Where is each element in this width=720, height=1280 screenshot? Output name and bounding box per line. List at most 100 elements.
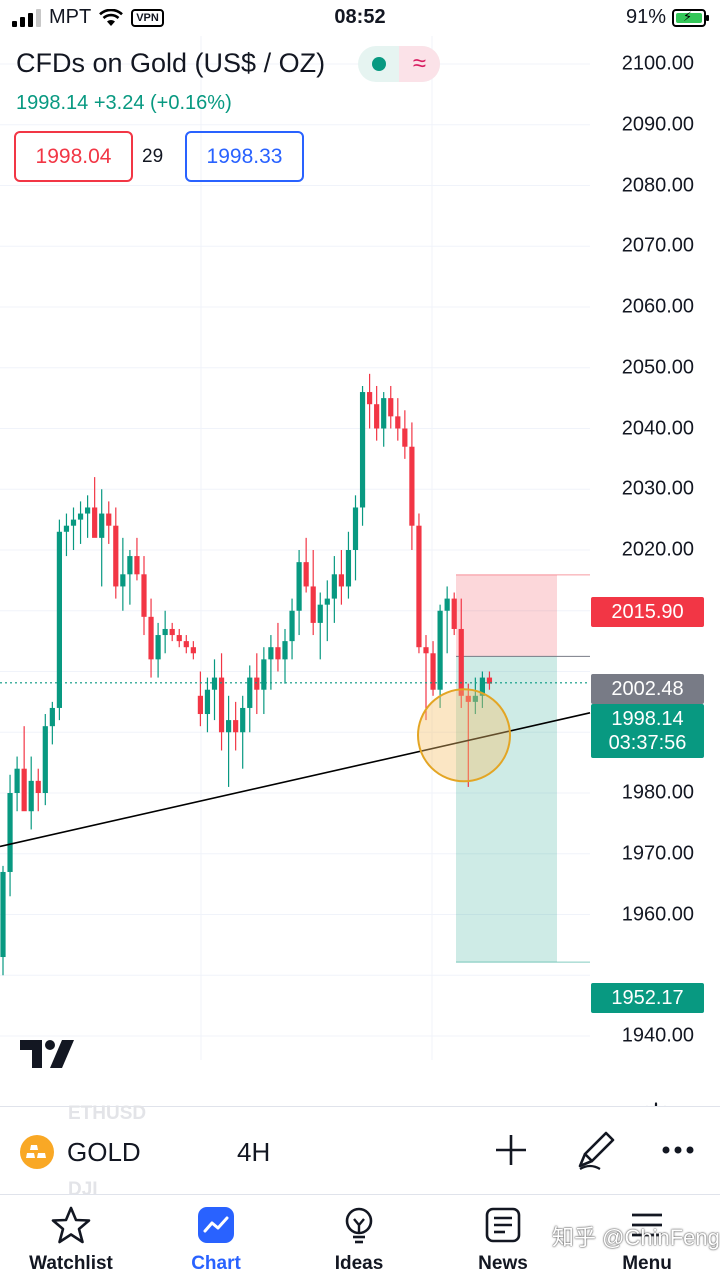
lightbulb-icon <box>345 1207 373 1244</box>
candle-body <box>106 513 112 526</box>
entry-price-tag: 2002.48 <box>591 674 704 704</box>
candle-body <box>70 519 77 526</box>
symbol-title[interactable]: CFDs on Gold (US$ / OZ) <box>16 48 326 78</box>
candle-body <box>247 677 253 708</box>
y-tick-label: 1960.00 <box>621 903 694 925</box>
trend-line <box>0 712 591 848</box>
y-tick-label: 2100.00 <box>621 52 694 75</box>
candle-body <box>261 659 267 690</box>
candle <box>120 537 126 611</box>
candle <box>162 610 168 654</box>
symbol-selector[interactable]: GOLD <box>67 1137 141 1167</box>
clock: 08:52 <box>334 6 386 28</box>
symbol-badges[interactable]: ≈ <box>358 46 440 82</box>
candle <box>324 580 330 642</box>
candle <box>0 865 6 976</box>
candle <box>7 774 13 897</box>
candle-body <box>296 562 302 611</box>
candle-body <box>99 513 105 538</box>
candle <box>226 695 232 787</box>
candle-body <box>345 550 352 587</box>
candle <box>218 653 225 751</box>
candle <box>381 392 387 447</box>
candle-body <box>395 416 401 429</box>
last-price-value: 1998.14 <box>611 708 684 730</box>
gold-bars-icon <box>20 1135 54 1169</box>
buy-button[interactable]: 1998.33 <box>185 131 304 182</box>
candle-body <box>218 677 225 733</box>
highlight-circle <box>417 688 511 783</box>
candle-body <box>169 628 175 636</box>
candle-body <box>388 398 394 417</box>
ghost-symbol-above: ETHUSD <box>68 1103 147 1124</box>
candle <box>268 635 274 690</box>
nav-ideas[interactable]: Ideas <box>289 1205 429 1275</box>
add-plus-icon[interactable] <box>490 1129 532 1171</box>
candle <box>70 507 77 550</box>
take-profit-zone <box>456 656 557 963</box>
candle <box>35 768 41 812</box>
candle-body <box>324 598 330 605</box>
candle-body <box>359 392 366 508</box>
candle <box>92 477 98 538</box>
candle-body <box>85 507 91 514</box>
candle-body <box>416 525 422 648</box>
nav-menu[interactable]: Menu <box>577 1205 717 1275</box>
candle <box>423 635 429 721</box>
candle-body <box>331 574 337 599</box>
nav-news[interactable]: News <box>433 1205 573 1275</box>
vpn-badge: VPN <box>131 8 164 27</box>
status-bar: MPT VPN 08:52 91% ⚡ <box>0 0 720 36</box>
candle <box>134 537 140 581</box>
candle <box>416 513 422 654</box>
candle <box>176 628 182 648</box>
y-tick-label: 2080.00 <box>621 174 694 196</box>
candle-body <box>42 726 48 793</box>
candle-body <box>465 695 471 702</box>
candle <box>359 385 366 526</box>
candle <box>479 671 485 708</box>
candle-body <box>437 610 443 690</box>
candle-body <box>458 628 464 696</box>
candle <box>296 550 302 636</box>
y-tick-label: 1970.00 <box>621 842 694 865</box>
candle-body <box>409 446 415 526</box>
candle-body <box>444 598 450 611</box>
bottom-navigation: Watchlist Chart Ideas <box>0 1194 720 1280</box>
more-options-icon[interactable] <box>660 1129 700 1171</box>
candle-body <box>381 398 387 429</box>
y-tick-label: 2070.00 <box>621 234 694 257</box>
candle <box>254 653 260 715</box>
candle-body <box>28 780 34 812</box>
sell-button[interactable]: 1998.04 <box>14 131 133 182</box>
candle-body <box>367 392 373 405</box>
price-chart[interactable]: 2100.00 2090.00 2080.00 2070.00 2060.00 2050.… <box>0 36 720 1130</box>
candle <box>233 701 239 751</box>
drawing-brush-icon[interactable] <box>576 1129 618 1171</box>
y-tick-label: 2030.00 <box>621 477 694 500</box>
candle <box>486 671 493 690</box>
candle <box>338 550 344 605</box>
candle-body <box>92 507 98 538</box>
candle <box>289 598 295 660</box>
candle <box>155 622 161 678</box>
nav-watchlist[interactable]: Watchlist <box>1 1205 141 1275</box>
candle <box>395 398 401 441</box>
candle-body <box>479 677 485 696</box>
interval-selector[interactable]: 4H <box>237 1137 271 1167</box>
candle-body <box>77 513 84 520</box>
candle-body <box>190 647 196 654</box>
y-tick-label: 2040.00 <box>621 417 694 439</box>
candle <box>303 537 309 593</box>
candle <box>99 489 105 587</box>
chart-toolbar: ETHUSD GOLD 4H DJI <box>0 1103 720 1200</box>
nav-chart[interactable]: Chart <box>146 1205 286 1275</box>
candle <box>388 385 394 429</box>
spread-value: 29 <box>142 146 164 167</box>
take-profit-tag: 1952.17 <box>591 983 704 1013</box>
candle <box>282 628 288 684</box>
candle <box>247 665 253 733</box>
candle <box>240 695 246 769</box>
chart-canvas[interactable] <box>0 36 720 1106</box>
y-tick-label: 2090.00 <box>621 113 694 136</box>
